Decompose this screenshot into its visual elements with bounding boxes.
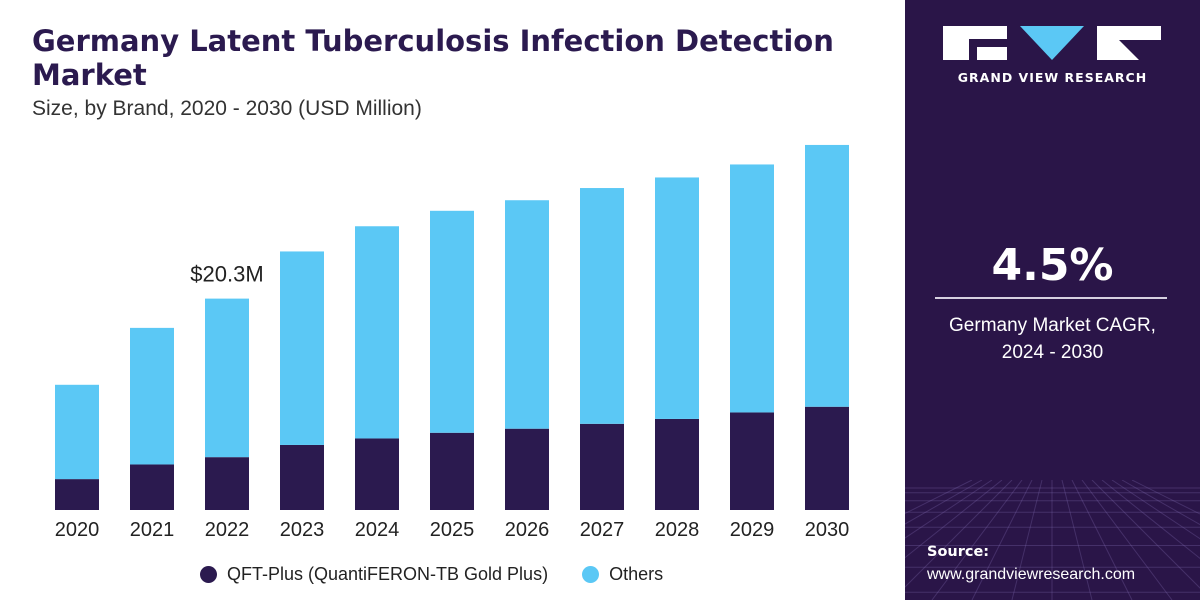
bar-2025-qft-plus [430,432,474,510]
cagr-label-line1: Germany Market CAGR, [949,315,1156,336]
chart-title: Germany Latent Tuberculosis Infection De… [32,24,834,92]
cagr-value: 4.5% [991,240,1114,291]
grid-line-vertical [1101,480,1200,560]
legend: QFT-Plus (QuantiFERON-TB Gold Plus) Othe… [200,562,697,586]
legend-item-others: Others [582,564,663,585]
legend-swatch-others [582,565,600,583]
x-tick-label-2021: 2021 [130,519,175,541]
bar-2030-qft-plus [805,406,849,510]
bar-2020-others [55,384,99,480]
x-tick-label-2028: 2028 [655,519,700,541]
bar-2023-qft-plus [280,444,324,510]
bar-2020-qft-plus [55,479,99,510]
legend-label-others: Others [609,563,664,584]
grid-line-vertical [905,480,1013,588]
grid-line-vertical [1061,480,1093,600]
cagr-label: Germany Market CAGR, 2024 - 2030 [905,312,1200,366]
bar-2021-qft-plus [130,464,174,510]
bar-2021-others [130,327,174,465]
grid-line-vertical [1131,480,1200,515]
cagr-divider [935,297,1167,299]
bar-2026-others [505,200,549,429]
grid-line-vertical [905,480,993,539]
grid-line-vertical [1011,480,1043,600]
x-tick-label-2024: 2024 [355,519,400,541]
legend-swatch-qft-plus [200,565,217,583]
bar-2028-others [655,177,699,419]
brand-name: GRAND VIEW RESEARCH [957,70,1148,85]
bar-2022-qft-plus [205,457,249,510]
grid-line-vertical [1091,480,1200,589]
bars-group [55,144,849,510]
grid-line-vertical [905,480,973,515]
legend-label-qft-plus: QFT-Plus (QuantiFERON-TB Gold Plus) [227,563,549,584]
bar-2024-qft-plus [355,438,399,510]
grid-line-vertical [905,480,1003,559]
source-url[interactable]: www.grandviewresearch.com [927,566,1136,583]
bar-2029-others [730,164,774,413]
x-tick-label-2023: 2023 [280,519,325,541]
side-panel: GRAND VIEW RESEARCH 4.5% Germany Market … [905,0,1200,600]
decorative-grid-pattern [905,480,1200,600]
stacked-bar-chart: 2020 2021 2022 2023 2024 2025 2026 2027 2028 2029… [55,144,850,541]
x-tick-label-2029: 2029 [730,519,775,541]
chart-subtitle: Size, by Brand, 2020 - 2030 (USD Million… [32,97,422,120]
bar-2029-qft-plus [730,412,774,510]
x-tick-label-2030: 2030 [805,519,850,541]
grid-line-vertical [971,480,1033,600]
bar-2024-others [355,226,399,439]
x-tick-label-2022: 2022 [205,519,250,541]
source-heading: Source: [927,544,990,560]
legend-item-qft-plus: QFT-Plus (QuantiFERON-TB Gold Plus) [200,564,548,585]
bar-2030-others [805,144,849,407]
x-tick-label-2020: 2020 [55,519,100,541]
gvr-logo [943,26,1161,60]
bar-2026-qft-plus [505,428,549,510]
bar-2027-others [580,188,624,424]
grid-line-vertical [1111,480,1200,540]
bar-2022-others [205,298,249,458]
bar-2027-qft-plus [580,423,624,510]
bar-2023-others [280,251,324,445]
grid-line-vertical [1081,480,1173,600]
x-tick-label-2025: 2025 [430,519,475,541]
bar-2028-qft-plus [655,418,699,510]
x-tick-label-2026: 2026 [505,519,550,541]
grid-line-vertical [931,480,1023,600]
data-label-2022: $20.3M [190,262,263,287]
grid-line-vertical [1071,480,1133,600]
grid-line-vertical [905,480,983,525]
bar-2025-others [430,210,474,433]
cagr-label-line2: 2024 - 2030 [1001,342,1104,363]
labels-group: 2020 2021 2022 2023 2024 2025 2026 2027 2028 2029… [55,262,850,541]
x-tick-label-2027: 2027 [580,519,625,541]
grid-line-vertical [1121,480,1200,526]
